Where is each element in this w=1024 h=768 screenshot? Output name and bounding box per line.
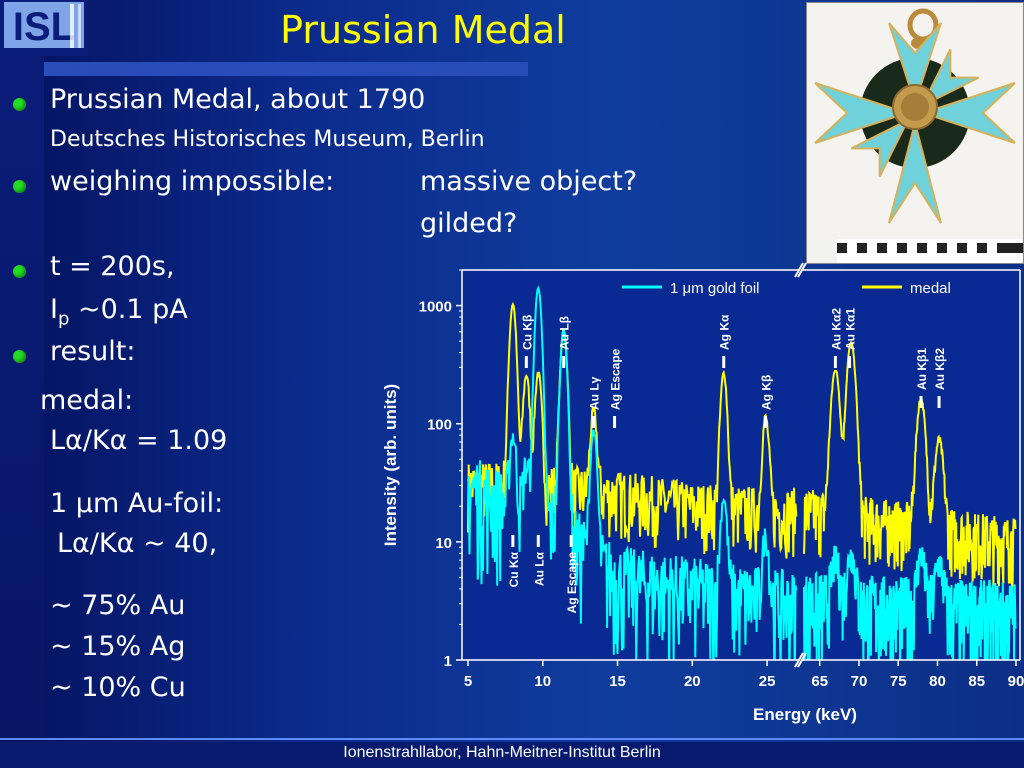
foil-ratio: Lα/Kα ~ 40, [57,528,218,559]
footer-bar: Ionenstrahllabor, Hahn-Meitner-Institut … [0,742,1024,768]
beam-current: Ip ~0.1 pA [50,294,188,330]
annotation-label: Au Kβ1 [915,348,929,390]
slide-title: Prussian Medal [280,8,566,52]
bullet-result: result: [50,336,136,367]
axis-break-mark [794,652,804,668]
series-line-foil [467,285,1017,660]
annotation-label: Ag Escape [565,552,579,614]
x-tick-label: 5 [464,673,472,690]
axis-break-mark [797,652,807,668]
bullet-medal-title: Prussian Medal, about 1790 [50,84,426,115]
y-axis-label: Intensity (arb. units) [381,384,400,546]
medal-ratio: Lα/Kα = 1.09 [50,425,228,456]
x-tick-label: 10 [534,673,551,690]
left-accent-bar [0,0,44,738]
foil-label: 1 μm Au-foil: [50,488,224,519]
annotation-label: Ag Escape [609,348,623,410]
xrf-spectrum-chart: Cu Kα Cu Kβ Au Lα Au Lβ Ag Escape Au Lγ Ag Esc… [372,260,1024,730]
footer-text: Ionenstrahllabor, Hahn-Meitner-Institut … [343,744,661,761]
legend: 1 μm gold foil medal [622,280,951,297]
title-underline-band [44,62,528,76]
legend-label-foil: 1 μm gold foil [670,280,760,297]
isl-logo: ISL [0,0,88,56]
composition-cu: ~ 10% Cu [50,672,186,703]
composition-au: ~ 75% Au [50,590,186,621]
x-tick-label: 70 [851,673,868,690]
x-tick-label: 80 [929,673,946,690]
bullet-dot [13,265,26,278]
medal-label: medal: [40,385,134,416]
x-tick-label: 75 [890,673,907,690]
footer-divider [0,738,1024,740]
annotation-label: Au Kα1 [844,308,858,350]
composition-ag: ~ 15% Ag [50,631,186,662]
question-massive: massive object? [420,166,638,197]
annotation-label: Cu Kα [507,551,521,587]
annotation-label: Ag Kα [718,314,732,350]
x-tick-label: 25 [759,673,776,690]
annotation-label: Au Lα [532,551,546,586]
y-tick-label: 1000 [419,299,452,316]
bullet-medal-source: Deutsches Historisches Museum, Berlin [50,127,485,152]
bullet-dot [13,350,26,363]
logo-text: ISL [13,5,75,49]
axis-break-mark [797,262,807,278]
medal-photo [806,2,1024,264]
bullet-dot [13,98,26,111]
x-tick-label: 65 [811,673,828,690]
x-tick-label: 15 [609,673,626,690]
annotation-label: Au Kβ2 [933,348,947,390]
series-line-medal [467,301,1017,588]
x-tick-label: 90 [1008,673,1024,690]
annotation-label: Au Kα2 [829,308,843,350]
axis-break-mark [794,262,804,278]
annotation-label: Au Lγ [588,376,602,410]
x-tick-label: 85 [968,673,985,690]
annotation-label: Cu Kβ [520,315,534,350]
annotation-label: Au Lβ [558,316,572,350]
question-gilded: gilded? [420,208,518,239]
x-tick-label: 20 [684,673,701,690]
legend-label-medal: medal [910,280,951,297]
spectrum-svg: Cu Kα Cu Kβ Au Lα Au Lβ Ag Escape Au Lγ Ag Esc… [381,262,1024,724]
x-axis-label: Energy (keV) [753,705,857,724]
y-tick-label: 1 [444,653,452,670]
y-tick-label: 100 [427,417,452,434]
bullet-dot [13,180,26,193]
bullet-time: t = 200s, [50,251,175,282]
y-tick-label: 10 [435,535,452,552]
annotation-label: Ag Kβ [760,375,774,410]
bullet-weighing: weighing impossible: [50,166,335,197]
